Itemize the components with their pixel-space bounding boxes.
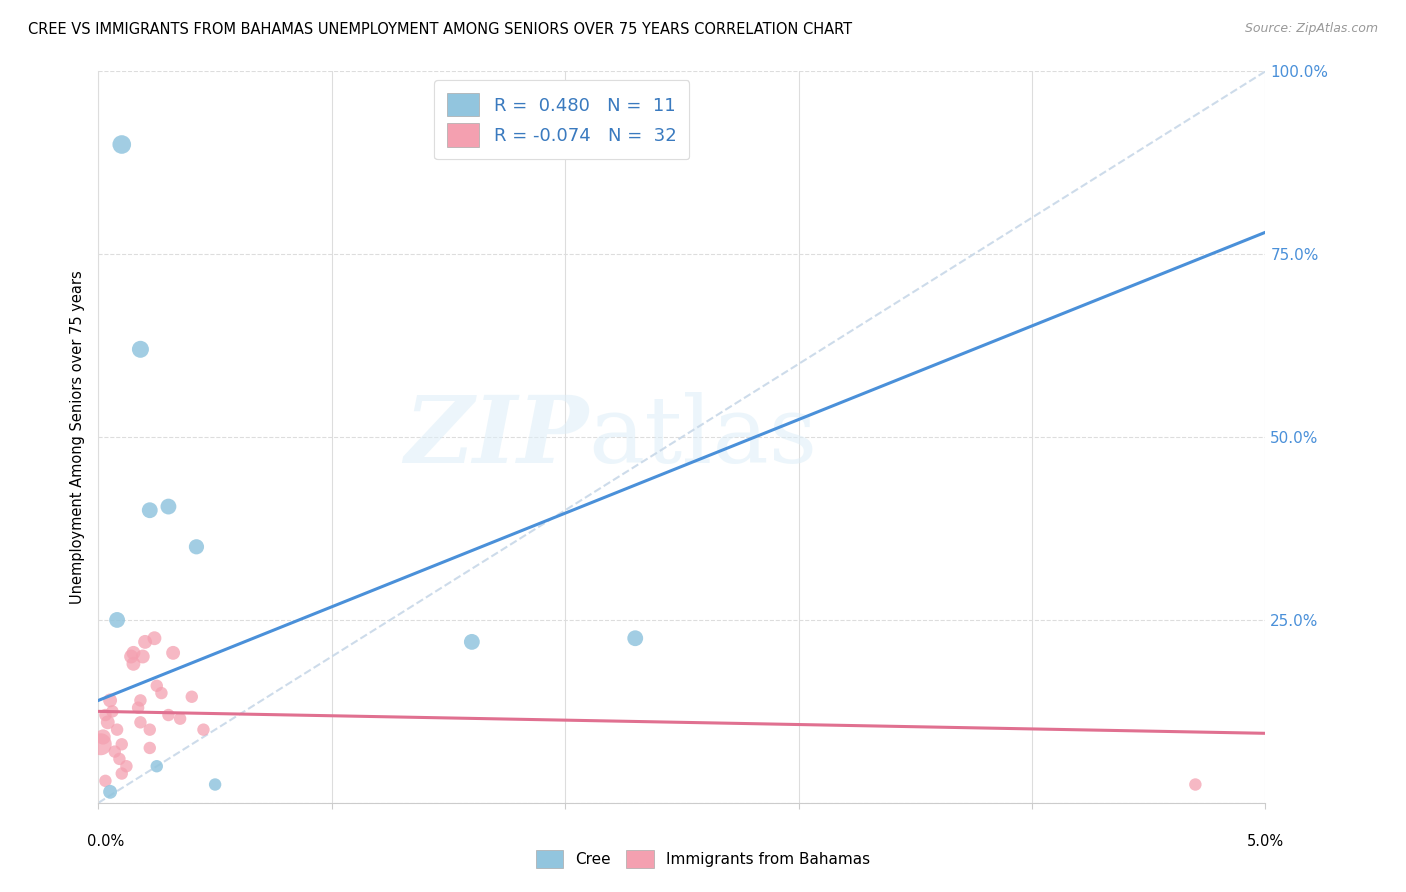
Point xyxy=(90,737,112,751)
Point xyxy=(180,690,202,704)
Point xyxy=(98,785,121,799)
Point xyxy=(105,613,128,627)
Text: ZIP: ZIP xyxy=(405,392,589,482)
Point xyxy=(461,635,484,649)
Point xyxy=(129,343,152,357)
Legend: Cree, Immigrants from Bahamas: Cree, Immigrants from Bahamas xyxy=(529,843,877,875)
Point xyxy=(122,657,145,671)
Point xyxy=(139,503,162,517)
Point xyxy=(1184,777,1206,792)
Point xyxy=(143,632,166,646)
Point xyxy=(157,708,180,723)
Point xyxy=(134,635,156,649)
Point xyxy=(94,773,117,788)
Point xyxy=(105,723,128,737)
Point xyxy=(111,737,134,751)
Point xyxy=(146,759,169,773)
Y-axis label: Unemployment Among Seniors over 75 years: Unemployment Among Seniors over 75 years xyxy=(70,270,86,604)
Point xyxy=(129,693,152,707)
Point xyxy=(139,723,162,737)
Text: atlas: atlas xyxy=(589,392,818,482)
Point xyxy=(98,693,121,707)
Point xyxy=(122,646,145,660)
Point xyxy=(132,649,155,664)
Point xyxy=(157,500,180,514)
Point xyxy=(111,766,134,780)
Point xyxy=(162,646,184,660)
Text: CREE VS IMMIGRANTS FROM BAHAMAS UNEMPLOYMENT AMONG SENIORS OVER 75 YEARS CORRELA: CREE VS IMMIGRANTS FROM BAHAMAS UNEMPLOY… xyxy=(28,22,852,37)
Point xyxy=(94,708,117,723)
Point xyxy=(91,730,114,744)
Point xyxy=(108,752,131,766)
Point xyxy=(115,759,138,773)
Point xyxy=(120,649,142,664)
Text: Source: ZipAtlas.com: Source: ZipAtlas.com xyxy=(1244,22,1378,36)
Text: 5.0%: 5.0% xyxy=(1247,834,1284,849)
Legend: R =  0.480   N =  11, R = -0.074   N =  32: R = 0.480 N = 11, R = -0.074 N = 32 xyxy=(434,80,689,160)
Point xyxy=(169,712,191,726)
Point xyxy=(127,700,149,714)
Point xyxy=(186,540,208,554)
Point xyxy=(129,715,152,730)
Point xyxy=(97,715,120,730)
Point xyxy=(193,723,215,737)
Text: 0.0%: 0.0% xyxy=(87,834,124,849)
Point xyxy=(111,137,134,152)
Point xyxy=(139,740,162,755)
Point xyxy=(146,679,169,693)
Point xyxy=(104,745,127,759)
Point xyxy=(101,705,124,719)
Point xyxy=(150,686,173,700)
Point xyxy=(624,632,647,646)
Point xyxy=(204,777,226,792)
